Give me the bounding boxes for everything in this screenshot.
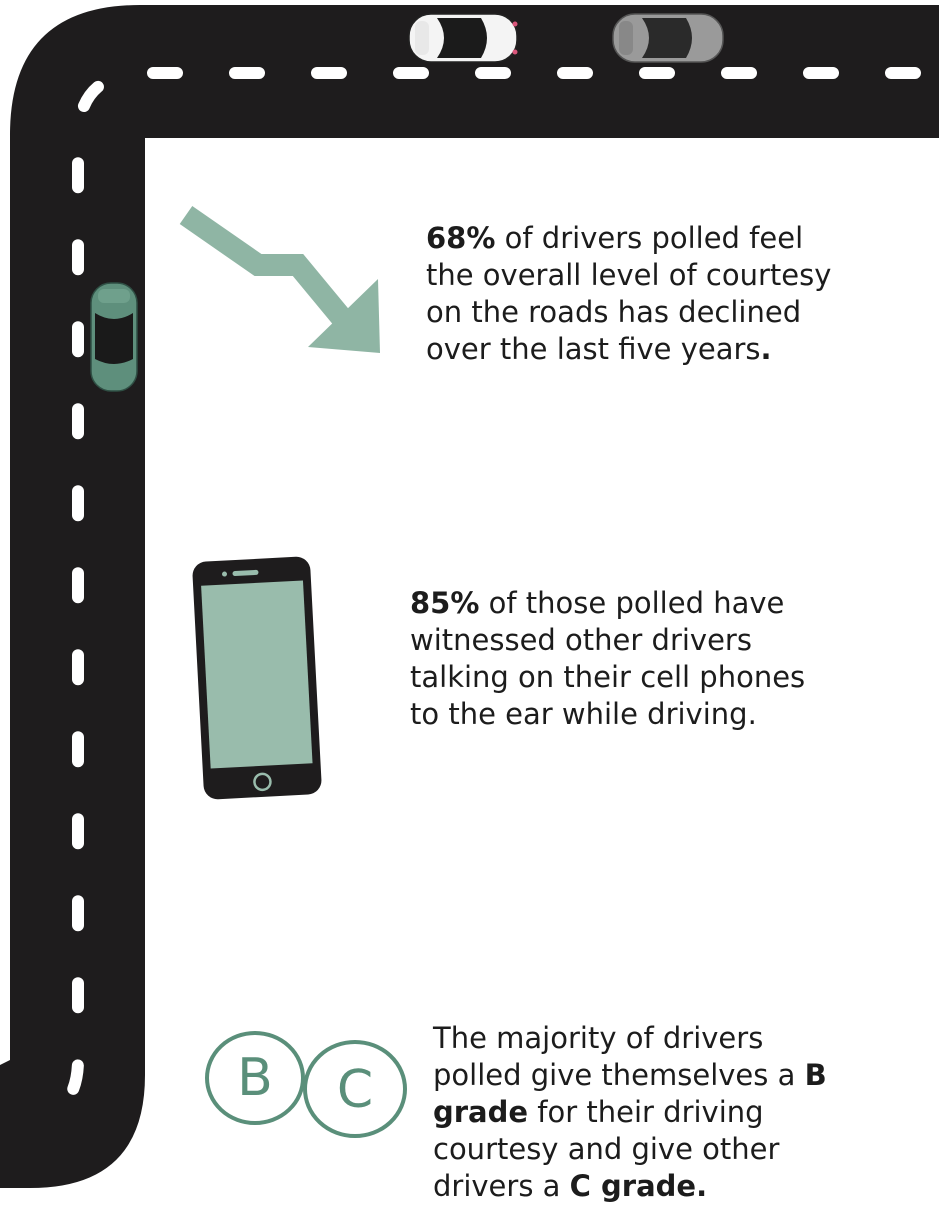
stat-highlight-b-grade: B grade bbox=[433, 1058, 827, 1129]
stat-lead: The majority of drivers polled give them… bbox=[433, 1021, 805, 1092]
grade-c-letter: C bbox=[337, 1060, 373, 1120]
stat-text: of those polled have witnessed other dri… bbox=[410, 586, 806, 731]
grade-b-letter: B bbox=[237, 1048, 273, 1108]
smartphone-icon bbox=[192, 556, 322, 800]
trend-down-arrow-icon bbox=[179, 205, 380, 353]
stat-highlight: 68% bbox=[426, 221, 496, 255]
road-surface bbox=[0, 5, 939, 1188]
green-car-icon bbox=[90, 282, 138, 392]
grade-circles-icon: B C bbox=[205, 1031, 407, 1138]
stat-text: of drivers polled feel the overall level… bbox=[426, 221, 832, 366]
grey-car-icon bbox=[612, 13, 724, 63]
stat-tail: . bbox=[760, 332, 772, 366]
stat-highlight: 85% bbox=[410, 586, 480, 620]
stat-courtesy-decline: 68% of drivers polled feel the overall l… bbox=[426, 220, 846, 368]
stat-self-grades: The majority of drivers polled give them… bbox=[433, 1020, 853, 1205]
stat-phone-usage: 85% of those polled have witnessed other… bbox=[410, 585, 830, 733]
stat-tail: . bbox=[696, 1169, 708, 1203]
white-car-icon bbox=[408, 13, 518, 63]
stat-highlight-c-grade: C grade bbox=[569, 1169, 697, 1203]
